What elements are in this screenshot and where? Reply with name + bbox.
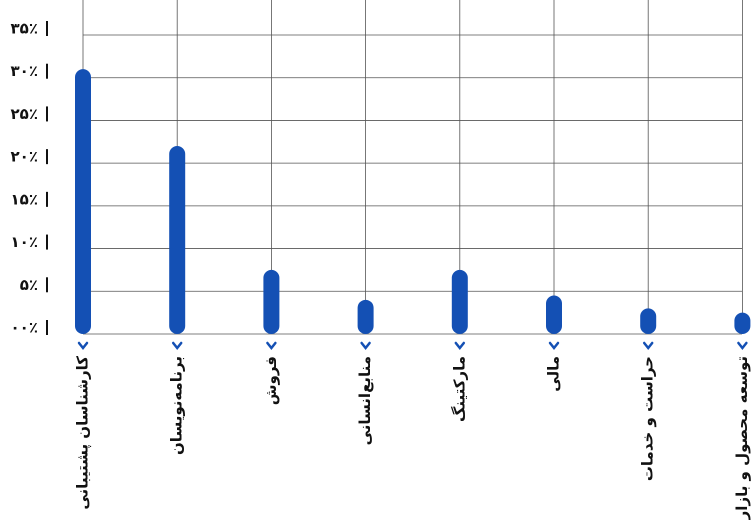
chevron-icon [266, 341, 277, 351]
chevron-icon [171, 341, 183, 351]
x-tick-label: کارشناسان پشتیبانی [74, 356, 93, 510]
y-tick-label: ۳۵٪ [11, 20, 38, 38]
y-tick-label: ۲۵٪ [11, 105, 38, 123]
chevron-icon [548, 341, 560, 351]
x-tick-label: مارکتینگ [450, 356, 468, 422]
y-tick-label: ۲۰٪ [11, 148, 38, 166]
bar [263, 269, 280, 334]
chevron-icon [454, 341, 466, 351]
y-tick-label: ۰۰٪ [11, 319, 38, 337]
x-tick-label: توسعه محصول و بازار [733, 356, 751, 520]
x-tick-label: منابع‌انسانی [356, 356, 374, 445]
x-tick-label: مالی [545, 356, 563, 392]
x-tick-label: حراست و خدمات [639, 356, 657, 481]
y-tick-label: ۵٪ [20, 276, 38, 294]
bar [357, 299, 374, 334]
bar [169, 146, 186, 334]
y-tick-label: ۱۰٪ [11, 233, 38, 251]
y-tick-label: ۳۰٪ [11, 62, 38, 80]
chevron-icon [360, 341, 371, 351]
bar [546, 295, 562, 334]
bar [75, 69, 91, 335]
chevron-icon [77, 341, 89, 351]
y-tick-label: ۱۵٪ [11, 190, 38, 208]
chevron-icon [737, 341, 748, 351]
chevron-icon [642, 341, 654, 351]
bar [734, 312, 751, 334]
bar [640, 308, 657, 334]
x-tick-label: فروش [262, 356, 280, 405]
bar [451, 269, 468, 334]
x-tick-label: برنامه‌نویسان [168, 356, 186, 455]
